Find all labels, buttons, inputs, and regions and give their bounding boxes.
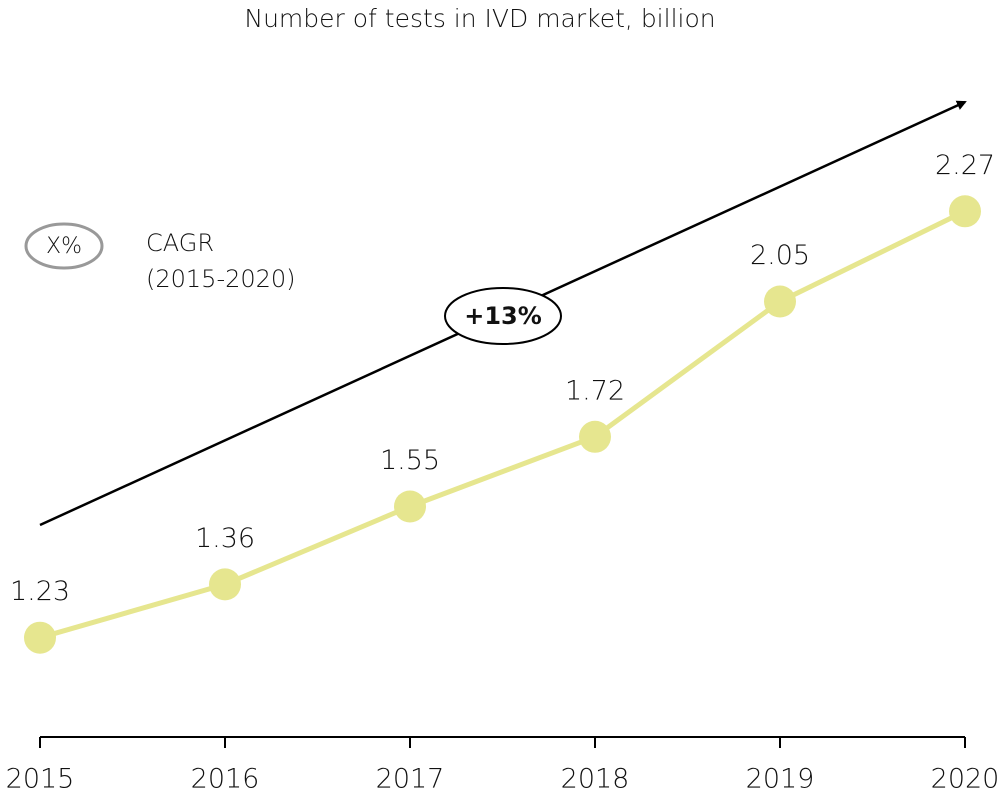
x-tick-label: 2016 [191,764,260,795]
legend-symbol-text: X% [46,234,82,259]
x-tick-label: 2015 [6,764,75,795]
data-label: 1.72 [565,375,625,406]
x-tick-label: 2017 [376,764,445,795]
data-label: 2.05 [750,240,810,271]
annotation-bubble [444,287,562,345]
data-label: 1.23 [10,576,70,607]
data-label: 1.36 [195,523,255,554]
data-label: 2.27 [935,150,995,181]
point [764,285,796,318]
point [209,568,241,601]
legend-label: (2015-2020) [146,265,296,293]
point [394,490,426,523]
data-label: 1.55 [380,445,440,476]
chart-title: Number of tests in IVD market, billion [244,4,715,33]
point [949,195,981,228]
legend-symbol [24,222,104,270]
annotation: +13% [464,302,542,330]
line [39,209,967,641]
x-tick-label: 2020 [931,764,1000,795]
point [24,621,56,654]
x-tick-label: 2018 [561,764,630,795]
point [579,420,611,453]
x-tick-label: 2019 [746,764,815,795]
legend-label: CAGR [146,229,214,257]
